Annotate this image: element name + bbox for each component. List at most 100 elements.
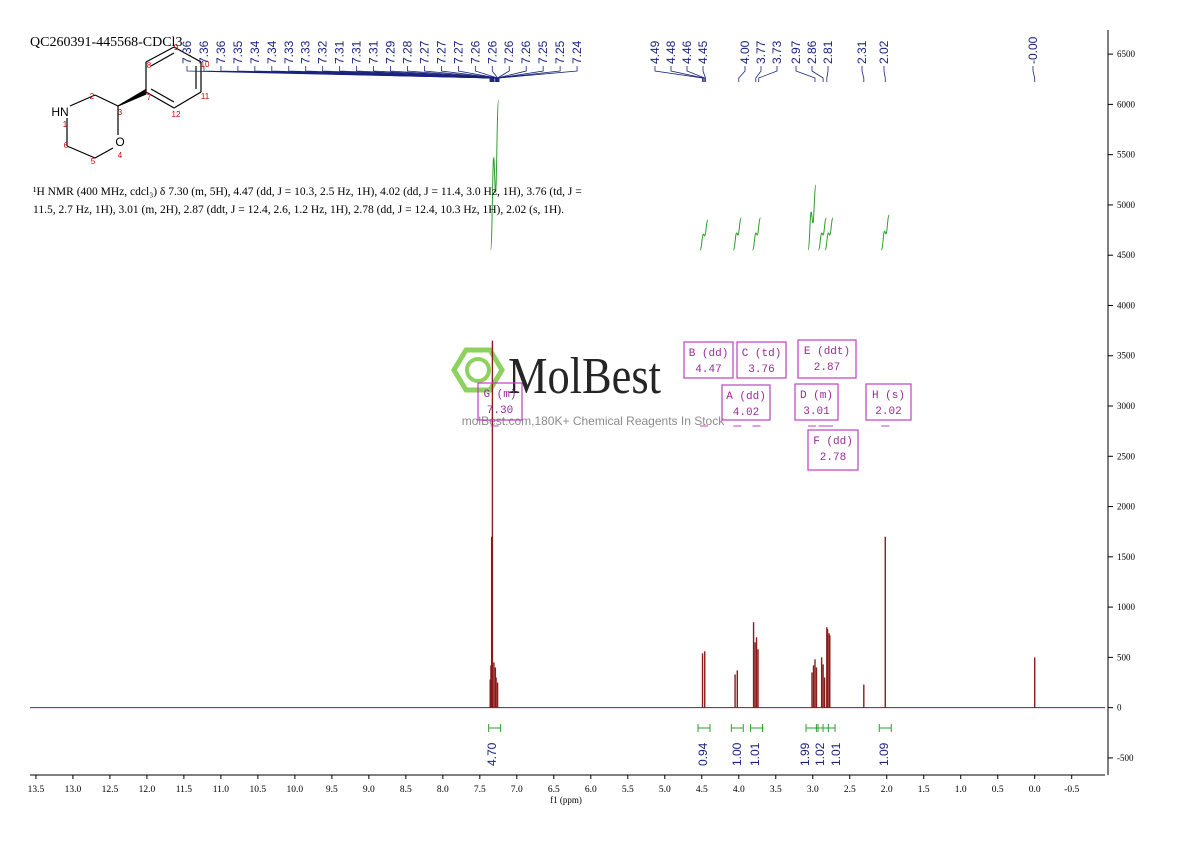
multiplet-shift: 3.76 — [748, 364, 774, 376]
integral-value: 1.99 — [798, 742, 812, 766]
description: ¹H NMR (400 MHz, cdcl₃) δ 7.30 (m, 5H), … — [33, 186, 582, 216]
peak-label: 4.46 — [680, 40, 694, 64]
integral-curve — [490, 99, 500, 251]
multiplet-label: D (m) — [800, 390, 833, 402]
integral-value: 1.01 — [748, 742, 762, 766]
x-tick-label: 7.5 — [474, 785, 486, 795]
multiplet-label: G (m) — [483, 389, 516, 401]
peak-label-connector — [457, 66, 498, 82]
multiplet-box — [865, 383, 912, 421]
peak-label: 7.32 — [316, 40, 330, 64]
peak-label: -0.00 — [1026, 36, 1040, 64]
x-tick-label: 4.5 — [696, 785, 708, 795]
x-tick-label: 2.0 — [881, 785, 893, 795]
bond — [150, 52, 175, 67]
multiplet-shift: 2.78 — [820, 452, 846, 464]
peak-label-connector — [373, 66, 495, 82]
x-tick-label: 12.0 — [139, 785, 156, 795]
peak-label: 2.86 — [805, 40, 819, 64]
chart-title: QC260391-445568-CDCl3 — [30, 35, 182, 50]
structure-label: 10 — [201, 60, 210, 69]
multiplet-shift: 4.47 — [695, 364, 721, 376]
peak-label: 7.29 — [384, 40, 398, 64]
multiplet-shift: 4.02 — [733, 407, 759, 419]
y-tick-label: 3000 — [1117, 401, 1136, 411]
multiplet-shift: 2.02 — [875, 406, 901, 418]
x-tick-label: 5.0 — [659, 785, 671, 795]
x-tick-label: 7.0 — [511, 785, 523, 795]
integral-value: 0.94 — [696, 742, 710, 766]
peak-label: 7.24 — [570, 40, 584, 64]
y-tick-label: 6500 — [1117, 49, 1136, 59]
x-tick-label: 6.5 — [548, 785, 560, 795]
x-tick-label: 0.0 — [1029, 785, 1041, 795]
structure-label: 8 — [147, 61, 152, 70]
structure-label: 1 — [63, 120, 68, 129]
multiplet-box — [477, 382, 523, 421]
x-tick-label: 12.5 — [102, 785, 119, 795]
y-tick-label: 2500 — [1117, 451, 1136, 461]
structure-label: 3 — [118, 108, 123, 117]
integral-curve — [824, 217, 834, 251]
y-tick-label: 4500 — [1117, 250, 1136, 260]
y-tick-label: 4000 — [1117, 300, 1136, 310]
x-tick-label: 8.0 — [437, 785, 449, 795]
structure-label: 7 — [147, 93, 152, 102]
peak-label: 7.36 — [180, 40, 194, 64]
peak-label-connector — [795, 66, 816, 82]
y-tick-label: 5500 — [1117, 150, 1136, 160]
bond — [150, 88, 175, 103]
x-tick-label: 1.5 — [918, 785, 930, 795]
y-tick-label: 5000 — [1117, 200, 1136, 210]
multiplet-label: F (dd) — [813, 436, 853, 448]
multiplet-shift: 7.30 — [487, 405, 513, 417]
peak-label-connector — [322, 66, 494, 82]
x-tick-label: -0.5 — [1064, 785, 1079, 795]
y-tick-label: 3500 — [1117, 351, 1136, 361]
structure-label: 9 — [174, 43, 179, 52]
peak-label-connector — [758, 66, 778, 82]
multiplet-box — [794, 383, 839, 421]
watermark-brand: MolBest — [508, 348, 661, 405]
peak-label-connector — [826, 66, 829, 82]
peak-label: 3.77 — [754, 40, 768, 64]
x-tick-label: 2.5 — [844, 785, 856, 795]
peak-label: 7.26 — [468, 40, 482, 64]
peak-label: 7.27 — [451, 40, 465, 64]
structure-label: 2 — [90, 92, 95, 101]
bond — [94, 147, 114, 159]
structure-label: 5 — [91, 157, 96, 166]
x-tick-label: 13.5 — [28, 785, 45, 795]
integral-value: 1.00 — [730, 742, 744, 766]
y-tick-label: 1000 — [1117, 602, 1136, 612]
x-tick-label: 5.5 — [622, 785, 634, 795]
multiplet-box — [683, 341, 734, 379]
peak-label-connector — [670, 66, 704, 82]
x-tick-label: 13.0 — [65, 785, 82, 795]
y-tick-label: 500 — [1117, 652, 1131, 662]
x-tick-label: 11.5 — [176, 785, 193, 795]
structure-label: O — [115, 135, 124, 149]
peak-label: 4.49 — [648, 40, 662, 64]
bond — [173, 91, 202, 109]
peak-label: 4.45 — [696, 40, 710, 64]
x-tick-label: 6.0 — [585, 785, 597, 795]
y-tick-label: 1500 — [1117, 552, 1136, 562]
multiplet-box — [797, 339, 857, 379]
peak-label: 7.27 — [417, 40, 431, 64]
peak-label: 7.35 — [231, 40, 245, 64]
peak-label: 2.81 — [821, 40, 835, 64]
peak-label: 7.31 — [367, 40, 381, 64]
x-tick-label: 1.0 — [955, 785, 967, 795]
bond — [94, 94, 119, 107]
bond — [173, 46, 202, 63]
peak-label: 7.27 — [434, 40, 448, 64]
multiplet-label: E (ddt) — [804, 346, 850, 358]
multiplet-box — [736, 341, 787, 379]
integral-curve — [817, 217, 827, 251]
integral-value: 1.01 — [829, 742, 843, 766]
logo — [465, 357, 491, 383]
structure-label: 4 — [118, 151, 123, 160]
peak-label-connector — [497, 66, 527, 82]
